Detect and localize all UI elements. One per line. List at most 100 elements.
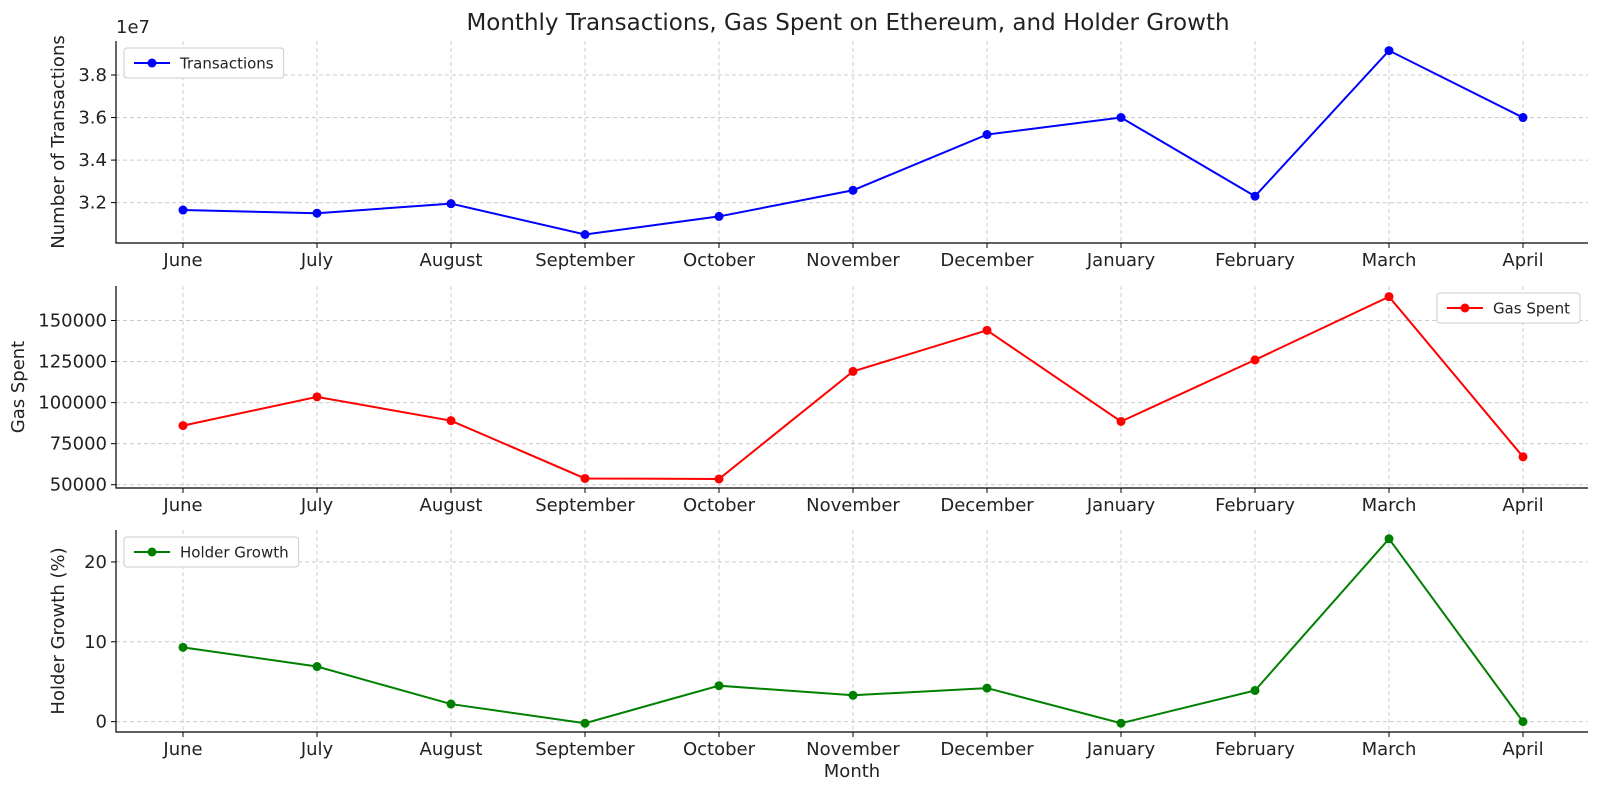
data-point xyxy=(714,474,724,484)
data-point xyxy=(982,683,992,693)
data-point xyxy=(178,642,188,652)
y-axis-label: Holder Growth (%) xyxy=(48,547,69,714)
x-tick-label: September xyxy=(535,250,635,271)
legend: Gas Spent xyxy=(1436,292,1581,324)
y-tick-label: 0 xyxy=(96,712,107,733)
data-point xyxy=(848,690,858,700)
y-tick-label: 3.4 xyxy=(78,150,107,171)
data-point xyxy=(1518,113,1528,123)
x-tick-label: March xyxy=(1362,739,1417,760)
data-point xyxy=(982,130,992,140)
y-tick-label: 100000 xyxy=(38,393,107,414)
x-tick-label: April xyxy=(1502,495,1543,516)
data-point xyxy=(982,325,992,335)
x-tick-label: November xyxy=(806,739,900,760)
x-tick-label: June xyxy=(162,495,202,516)
x-tick-label: August xyxy=(420,495,483,516)
axis-spine xyxy=(115,41,1588,244)
x-tick-label: October xyxy=(683,739,756,760)
x-tick-label: November xyxy=(806,495,900,516)
data-point xyxy=(580,229,590,239)
x-tick-label: December xyxy=(940,250,1034,271)
x-tick-label: December xyxy=(940,495,1034,516)
data-point xyxy=(1518,717,1528,727)
x-tick-label: April xyxy=(1502,739,1543,760)
legend-label: Transactions xyxy=(179,55,274,73)
y-tick-label: 10 xyxy=(84,632,107,653)
y-axis-label: Gas Spent xyxy=(8,341,29,433)
x-tick-label: August xyxy=(420,250,483,271)
x-tick-label: October xyxy=(683,495,756,516)
data-point xyxy=(1518,452,1528,462)
x-tick-label: February xyxy=(1215,739,1295,760)
legend-frame xyxy=(123,47,285,79)
data-point xyxy=(1116,113,1126,123)
data-point xyxy=(714,681,724,691)
y-tick-label: 75000 xyxy=(50,434,107,455)
data-point xyxy=(1384,534,1394,544)
data-point xyxy=(1384,46,1394,56)
x-tick-label: July xyxy=(300,250,334,271)
data-point xyxy=(848,185,858,195)
legend: Holder Growth xyxy=(123,536,300,568)
chart-panels: June July August September October November De… xyxy=(8,17,1588,760)
data-point xyxy=(178,421,188,431)
x-tick-label: April xyxy=(1502,250,1543,271)
y-axis-label: Number of Transactions xyxy=(48,35,69,248)
chart-panel-2: June July August September October November De… xyxy=(8,286,1588,516)
x-tick-label: June xyxy=(162,739,202,760)
y-offset-label: 1e7 xyxy=(116,17,150,38)
data-point xyxy=(848,366,858,376)
chart-panel-3: June July August September October November De… xyxy=(48,530,1588,760)
x-tick-label: June xyxy=(162,250,202,271)
y-tick-label: 50000 xyxy=(50,475,107,496)
x-tick-label: February xyxy=(1215,495,1295,516)
y-tick-label: 20 xyxy=(84,552,107,573)
data-point xyxy=(1116,718,1126,728)
legend-frame xyxy=(123,536,300,568)
legend-swatch-marker xyxy=(1460,303,1470,313)
axis-spine xyxy=(115,530,1588,733)
y-tick-label: 150000 xyxy=(38,310,107,331)
data-point xyxy=(446,416,456,426)
y-tick-label: 125000 xyxy=(38,352,107,373)
figure-title: Monthly Transactions, Gas Spent on Ether… xyxy=(466,10,1229,36)
data-point xyxy=(312,662,322,672)
y-tick-label: 3.8 xyxy=(78,65,107,86)
legend-label: Gas Spent xyxy=(1493,300,1570,318)
data-point xyxy=(312,392,322,402)
x-tick-label: September xyxy=(535,739,635,760)
data-point xyxy=(446,699,456,709)
x-tick-label: July xyxy=(300,739,334,760)
x-tick-label: December xyxy=(940,739,1034,760)
data-point xyxy=(1250,355,1260,365)
figure-x-axis-label: Month xyxy=(824,761,880,782)
x-tick-label: November xyxy=(806,250,900,271)
legend-label: Holder Growth xyxy=(180,544,289,562)
data-point xyxy=(1250,191,1260,201)
legend: Transactions xyxy=(123,47,285,79)
x-tick-label: August xyxy=(420,739,483,760)
x-tick-label: January xyxy=(1086,739,1156,760)
data-point xyxy=(178,205,188,215)
x-tick-label: October xyxy=(683,250,756,271)
data-point xyxy=(1116,416,1126,426)
data-point xyxy=(312,208,322,218)
chart-panel-1: June July August September October November De… xyxy=(48,17,1588,271)
axis-spine xyxy=(115,286,1588,489)
x-tick-label: July xyxy=(300,495,334,516)
legend-swatch-marker xyxy=(147,547,157,557)
data-point xyxy=(1384,292,1394,302)
x-tick-label: March xyxy=(1362,250,1417,271)
legend-swatch-marker xyxy=(147,58,157,68)
x-tick-label: March xyxy=(1362,495,1417,516)
legend-frame xyxy=(1436,292,1581,324)
data-point xyxy=(714,211,724,221)
x-tick-label: February xyxy=(1215,250,1295,271)
y-tick-label: 3.6 xyxy=(78,108,107,129)
data-point xyxy=(580,473,590,483)
data-point xyxy=(1250,685,1260,695)
x-tick-label: January xyxy=(1086,250,1156,271)
y-tick-label: 3.2 xyxy=(78,193,107,214)
